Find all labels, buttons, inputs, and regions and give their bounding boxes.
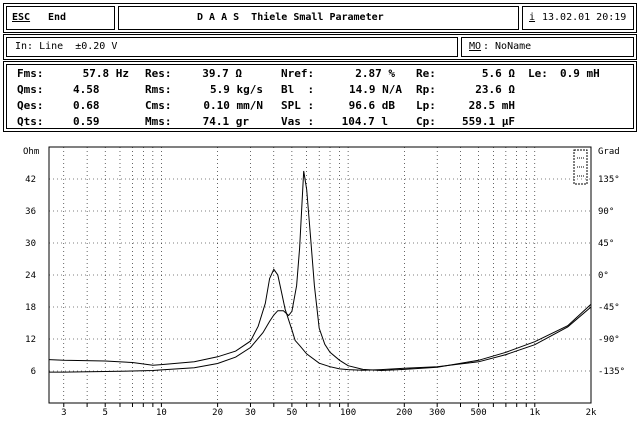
parameters-panel xyxy=(3,61,637,132)
chart-ticks: 3 5 10 20 30 50 100 200 300 500 1k 2k 6 12 18 24 30 36 42 1… xyxy=(25,175,625,418)
input-range-field[interactable]: In: Line ±0.20 V xyxy=(6,37,458,57)
cp-label: Cp: xyxy=(416,115,436,128)
page-title: D A A S Thiele Small Parameter xyxy=(197,12,384,23)
x-tick-label: 20 xyxy=(212,408,223,418)
le-label: Le: xyxy=(528,67,548,80)
x-tick-label: 200 xyxy=(396,408,412,418)
lp-value: 28.5 mH xyxy=(468,99,515,112)
mo-key-label: MO xyxy=(469,41,482,52)
vas-label: Vas : xyxy=(281,115,315,128)
y-right-axis-label: Grad xyxy=(598,147,620,157)
cms-label: Cms: xyxy=(145,99,172,112)
cms-value: 0.10 mm/N xyxy=(203,99,263,112)
qes-label: Qes: xyxy=(17,99,44,112)
y-left-tick-label: 30 xyxy=(25,239,36,249)
y-right-tick-label: -135° xyxy=(598,367,625,377)
x-tick-label: 3 xyxy=(61,408,66,418)
le-value: 0.9 mH xyxy=(560,67,600,80)
input-bar xyxy=(3,34,637,60)
res-label: Res: xyxy=(145,67,172,80)
nref-label: Nref: xyxy=(281,67,315,80)
rp-value: 23.6 Ω xyxy=(475,83,515,96)
qts-value: 0.59 xyxy=(73,115,100,128)
x-tick-label: 300 xyxy=(429,408,445,418)
chart-curves xyxy=(48,170,592,373)
mms-label: Mms: xyxy=(145,115,172,128)
input-range-label: In: Line ±0.20 V xyxy=(15,41,118,52)
y-left-tick-label: 42 xyxy=(25,175,36,185)
rms-value: 5.9 kg/s xyxy=(210,83,263,96)
x-tick-label: 2k xyxy=(586,408,597,418)
x-tick-label: 10 xyxy=(156,408,167,418)
y-right-tick-label: 45° xyxy=(598,239,614,249)
rp-label: Rp: xyxy=(416,83,436,96)
title-panel: D A A S Thiele Small Parameter xyxy=(118,6,519,30)
impedance-curve xyxy=(49,170,592,373)
y-right-tick-label: -90° xyxy=(598,335,620,345)
title-bar xyxy=(3,3,637,33)
res-value: 39.7 Ω xyxy=(202,67,242,80)
y-right-tick-label: 90° xyxy=(598,207,614,217)
y-left-tick-label: 12 xyxy=(25,335,36,345)
info-button[interactable]: i 13.02.01 20:19 xyxy=(522,6,634,30)
spl-value: 96.6 dB xyxy=(348,99,395,112)
esc-key-label: ESC xyxy=(12,12,31,23)
qes-value: 0.68 xyxy=(73,99,100,112)
fms-value: 57.8 Hz xyxy=(82,67,129,80)
x-tick-label: 1k xyxy=(529,408,540,418)
re-value: 5.6 Ω xyxy=(481,67,515,80)
y-right-tick-label: -45° xyxy=(598,303,620,313)
fms-label: Fms: xyxy=(17,67,44,80)
rms-label: Rms: xyxy=(145,83,172,96)
re-label: Re: xyxy=(416,67,436,80)
x-tick-label: 50 xyxy=(286,408,297,418)
qms-value: 4.58 xyxy=(73,83,100,96)
spl-label: SPL : xyxy=(281,99,315,112)
vas-value: 104.7 l xyxy=(341,115,388,128)
x-tick-label: 100 xyxy=(340,408,356,418)
mo-name-field[interactable]: MO : NoName xyxy=(461,37,634,57)
y-left-tick-label: 6 xyxy=(31,367,36,377)
phase-curve xyxy=(48,268,592,371)
y-left-tick-label: 24 xyxy=(25,271,36,281)
bl-value: 14.9 N/A xyxy=(349,83,402,96)
x-tick-label: 30 xyxy=(245,408,256,418)
qms-label: Qms: xyxy=(17,83,44,96)
y-left-tick-label: 18 xyxy=(25,303,36,313)
lp-label: Lp: xyxy=(416,99,436,112)
qts-label: Qts: xyxy=(17,115,44,128)
end-label: End xyxy=(48,12,67,23)
x-tick-label: 500 xyxy=(470,408,486,418)
y-left-axis-label: Ohm xyxy=(23,147,39,157)
x-tick-label: 5 xyxy=(102,408,107,418)
chart-grid xyxy=(49,147,591,403)
nref-value: 2.87 % xyxy=(355,67,395,80)
bl-label: Bl : xyxy=(281,83,315,96)
parameters-inner-panel: Fms: 57.8 Hz Qms: 4.58 Qes: 0.68 Qts: 0.… xyxy=(6,64,634,129)
cp-value: 559.1 μF xyxy=(462,115,515,128)
datetime-label: 13.02.01 20:19 xyxy=(542,12,627,23)
mms-value: 74.1 gr xyxy=(202,115,249,128)
scroll-indicator xyxy=(573,149,588,185)
esc-end-button[interactable]: ESC End xyxy=(6,6,115,30)
info-key-label: i xyxy=(529,12,536,23)
y-right-tick-label: 0° xyxy=(598,271,609,281)
mo-name-value: : NoName xyxy=(483,41,532,52)
y-right-tick-label: 135° xyxy=(598,175,620,185)
y-left-tick-label: 36 xyxy=(25,207,36,217)
